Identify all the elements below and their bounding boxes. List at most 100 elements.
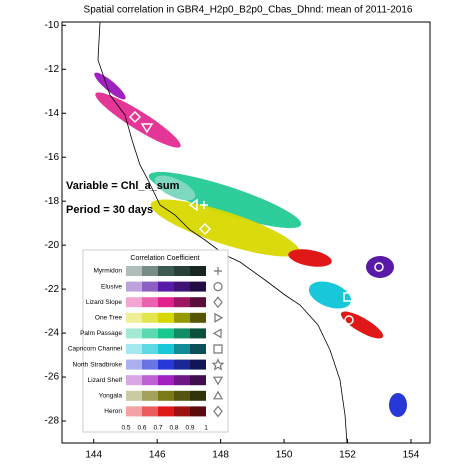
site-marker bbox=[128, 110, 142, 124]
annotation: Variable = Chl_a_sum bbox=[66, 180, 180, 192]
chart-title: Spatial correlation in GBR4_H2p0_B2p0_Cb… bbox=[84, 5, 413, 16]
legend-swatch bbox=[190, 406, 206, 417]
legend-swatch bbox=[142, 312, 158, 323]
legend-swatch bbox=[174, 281, 190, 292]
y-tick-label: -22 bbox=[45, 284, 60, 295]
legend-swatch bbox=[158, 375, 174, 386]
legend-marker bbox=[212, 328, 222, 339]
legend-marker bbox=[212, 390, 224, 400]
colorbar-tick-label: 0.9 bbox=[185, 425, 194, 432]
legend-marker bbox=[213, 282, 223, 292]
legend-marker bbox=[214, 267, 222, 275]
region bbox=[340, 311, 384, 339]
legend-swatch bbox=[126, 281, 142, 292]
y-tick-label: -24 bbox=[45, 328, 60, 339]
legend-label: Lizard Slope bbox=[86, 299, 123, 306]
legend-marker bbox=[214, 312, 224, 323]
y-tick-label: -18 bbox=[45, 196, 60, 207]
x-tick-label: 150 bbox=[276, 450, 293, 461]
legend-marker bbox=[211, 358, 225, 371]
legend-swatch bbox=[174, 359, 190, 370]
legend-swatch bbox=[190, 281, 206, 292]
x-tick-label: 148 bbox=[212, 450, 229, 461]
site-marker bbox=[140, 123, 154, 134]
legend-label: Myrmidon bbox=[93, 268, 122, 275]
x-tick-label: 144 bbox=[85, 450, 102, 461]
legend-label: Capricorn Channel bbox=[68, 346, 123, 353]
legend-swatch bbox=[158, 297, 174, 308]
colorbar-tick-label: 0.8 bbox=[169, 425, 178, 432]
coastline bbox=[97, 21, 348, 444]
legend-label: Heron bbox=[104, 408, 122, 415]
site-markers bbox=[128, 110, 384, 325]
site-marker bbox=[374, 262, 384, 272]
legend-swatch bbox=[158, 359, 174, 370]
legend-swatch bbox=[158, 312, 174, 323]
legend-label: One Tree bbox=[95, 315, 122, 322]
colorbar-tick-label: 0.5 bbox=[121, 425, 130, 432]
legend-label: Lizard Shelf bbox=[88, 377, 123, 384]
y-tick-label: -20 bbox=[45, 240, 60, 251]
legend-swatch bbox=[190, 359, 206, 370]
legend-swatch bbox=[126, 344, 142, 354]
legend-swatch bbox=[158, 406, 174, 417]
legend-swatch bbox=[190, 312, 206, 323]
legend-swatch bbox=[190, 375, 206, 386]
legend-marker bbox=[213, 405, 223, 418]
legend-swatch bbox=[174, 406, 190, 417]
legend-swatch bbox=[158, 328, 174, 339]
region bbox=[94, 72, 126, 100]
legend-swatch bbox=[142, 266, 158, 276]
x-tick-label: 152 bbox=[339, 450, 356, 461]
legend-swatch bbox=[158, 266, 174, 276]
legend-swatch bbox=[142, 375, 158, 386]
legend-swatch bbox=[190, 344, 206, 354]
legend-box bbox=[82, 249, 229, 433]
legend-label: Elusive bbox=[101, 283, 122, 290]
legend-swatch bbox=[126, 359, 142, 370]
legend-swatch bbox=[158, 390, 174, 401]
legend-swatch bbox=[126, 266, 142, 276]
legend-swatch bbox=[126, 312, 142, 323]
y-tick-label: -28 bbox=[45, 416, 60, 427]
y-tick-label: -26 bbox=[45, 372, 60, 383]
legend-swatch bbox=[142, 281, 158, 292]
legend-title: Correlation Coefficient bbox=[130, 255, 199, 262]
region bbox=[308, 281, 352, 309]
x-tick-label: 154 bbox=[403, 450, 420, 461]
site-marker bbox=[343, 292, 353, 302]
legend-swatch bbox=[158, 344, 174, 354]
legend-marker bbox=[212, 376, 224, 386]
legend-marker bbox=[213, 344, 223, 354]
region bbox=[154, 175, 196, 201]
legend-swatch bbox=[190, 328, 206, 339]
legend-swatch bbox=[126, 297, 142, 308]
legend-marker bbox=[213, 296, 223, 309]
legend-label: Yongala bbox=[99, 393, 123, 400]
site-marker bbox=[188, 198, 208, 212]
legend-swatch bbox=[158, 281, 174, 292]
legend-swatch bbox=[142, 328, 158, 339]
colorbar-tick-label: 0.7 bbox=[153, 425, 162, 432]
y-tick-label: -12 bbox=[45, 64, 60, 75]
legend-label: North Stradbroke bbox=[73, 361, 123, 368]
y-tick-label: -16 bbox=[45, 152, 60, 163]
legend-swatch bbox=[190, 390, 206, 401]
legend-swatch bbox=[126, 328, 142, 339]
legend-swatch bbox=[126, 375, 142, 386]
y-tick-label: -14 bbox=[45, 108, 60, 119]
legend-swatch bbox=[142, 297, 158, 308]
y-tick-label: -10 bbox=[45, 20, 60, 31]
legend-swatch bbox=[174, 375, 190, 386]
site-marker bbox=[344, 315, 354, 325]
legend-swatch bbox=[190, 266, 206, 276]
site-marker bbox=[198, 222, 212, 236]
legend-swatch bbox=[174, 344, 190, 354]
region bbox=[389, 393, 407, 417]
annotation: Period = 30 days bbox=[66, 204, 153, 216]
legend-label: Palm Passage bbox=[80, 330, 122, 337]
legend-swatch bbox=[174, 312, 190, 323]
legend-swatch bbox=[142, 390, 158, 401]
legend-swatch bbox=[174, 266, 190, 276]
